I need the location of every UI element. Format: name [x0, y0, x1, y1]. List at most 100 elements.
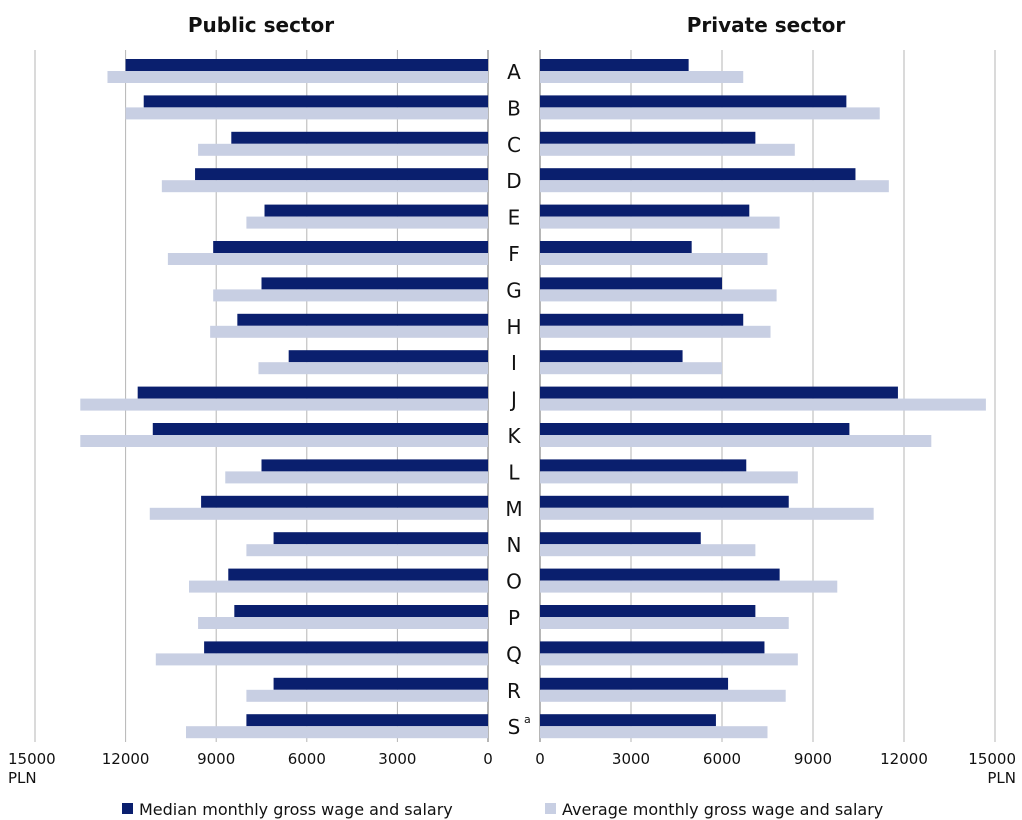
tick-label-private-12000: 12000 [880, 750, 928, 768]
category-label-C: C [507, 133, 521, 157]
tick-label-private-0: 0 [535, 750, 545, 768]
bar-private-median-R [540, 677, 729, 690]
category-label-S: S [508, 715, 521, 739]
bar-public-median-K [152, 423, 488, 435]
bar-public-average-G [213, 289, 488, 302]
category-label-M: M [505, 497, 522, 521]
bar-private-average-P [540, 617, 789, 629]
tick-label-public-12000: 12000 [102, 750, 150, 768]
bar-public-average-P [198, 617, 488, 629]
bar-public-average-C [198, 143, 488, 156]
bar-private-median-E [540, 204, 750, 217]
tick-label-public-9000: 9000 [197, 750, 235, 768]
bar-private-average-M [540, 507, 874, 520]
bar-public-average-R [246, 689, 488, 702]
legend-label-average: Average monthly gross wage and salary [562, 800, 883, 819]
bar-private-average-K [540, 435, 932, 447]
bar-private-average-F [540, 253, 768, 265]
bar-public-average-F [167, 253, 488, 265]
bar-private-median-B [540, 95, 847, 108]
bar-private-median-J [540, 386, 898, 399]
bar-private-average-N [540, 544, 756, 557]
tick-labels: 15000 12000 9000 6000 3000 0 0 3000 6000 9000 1200… [8, 750, 1016, 768]
tick-label-public-15000: 15000 [8, 750, 56, 768]
unit-label-left: PLN [8, 769, 37, 787]
bar-private-average-E [540, 216, 780, 229]
tick-label-public-3000: 3000 [378, 750, 416, 768]
bar-private-average-J [540, 398, 986, 411]
bar-private-median-D [540, 168, 856, 181]
bar-private-median-K [540, 423, 850, 435]
bar-private-average-C [540, 143, 795, 156]
bar-private-average-G [540, 289, 777, 302]
category-label-A: A [507, 60, 521, 84]
bar-public-average-B [125, 107, 488, 120]
category-label-B: B [507, 96, 521, 120]
bar-public-average-L [225, 471, 488, 484]
bar-public-median-H [237, 313, 488, 326]
bar-private-median-I [540, 350, 683, 363]
bar-private-average-L [540, 471, 798, 484]
tick-label-public-0: 0 [483, 750, 493, 768]
tick-label-private-6000: 6000 [703, 750, 741, 768]
bar-public-median-J [137, 386, 488, 399]
bar-private-median-S [540, 714, 716, 727]
category-label-F: F [508, 242, 520, 266]
bar-public-average-K [80, 435, 489, 447]
bar-public-median-Q [204, 641, 488, 654]
panel-title-public: Public sector [188, 13, 334, 37]
bar-public-average-O [189, 580, 488, 593]
bar-public-median-P [234, 605, 488, 617]
bar-public-average-N [246, 544, 488, 557]
bar-private-average-Q [540, 653, 798, 666]
bar-private-median-Q [540, 641, 765, 654]
bar-public-average-Q [155, 653, 489, 666]
bar-public-average-D [161, 180, 488, 193]
bar-public-average-S [186, 726, 488, 739]
category-label-R: R [507, 679, 521, 703]
legend-swatch-median [122, 803, 133, 814]
category-label-L: L [508, 460, 520, 484]
bar-public-median-B [143, 95, 488, 108]
bar-public-average-E [246, 216, 488, 229]
category-label-P: P [508, 606, 520, 630]
bar-public-average-A [107, 71, 488, 83]
bar-public-median-N [273, 532, 488, 545]
bar-public-average-J [80, 398, 489, 411]
category-label-J: J [509, 388, 517, 412]
bar-private-average-I [540, 362, 722, 375]
bar-public-median-D [195, 168, 488, 181]
bar-public-median-L [261, 459, 488, 472]
bar-private-median-H [540, 313, 744, 326]
panel-title-private: Private sector [687, 13, 846, 37]
category-label-N: N [507, 533, 522, 557]
bar-public-median-G [261, 277, 488, 290]
category-label-K: K [507, 424, 521, 448]
bar-private-median-C [540, 131, 756, 144]
bar-private-median-N [540, 532, 701, 545]
bar-private-median-G [540, 277, 722, 290]
bar-private-median-L [540, 459, 747, 472]
bar-public-average-I [258, 362, 488, 375]
legend-swatch-average [545, 803, 556, 814]
bar-public-median-M [201, 495, 488, 508]
bar-private-median-P [540, 605, 756, 617]
category-label-D: D [506, 169, 521, 193]
category-label-Q: Q [506, 642, 522, 666]
bar-public-average-M [149, 507, 488, 520]
category-label-H: H [506, 315, 521, 339]
legend-label-median: Median monthly gross wage and salary [139, 800, 453, 819]
category-label-G: G [506, 278, 522, 302]
legend: Median monthly gross wage and salary Ave… [122, 800, 883, 819]
bar-private-average-D [540, 180, 889, 193]
bars [80, 59, 986, 739]
bar-public-median-S [246, 714, 488, 727]
category-label-E: E [508, 206, 521, 230]
bar-public-median-I [288, 350, 488, 363]
bar-public-average-H [210, 325, 488, 338]
bar-private-median-M [540, 495, 789, 508]
bar-public-median-R [273, 677, 488, 690]
category-superscript-S: a [524, 713, 531, 726]
